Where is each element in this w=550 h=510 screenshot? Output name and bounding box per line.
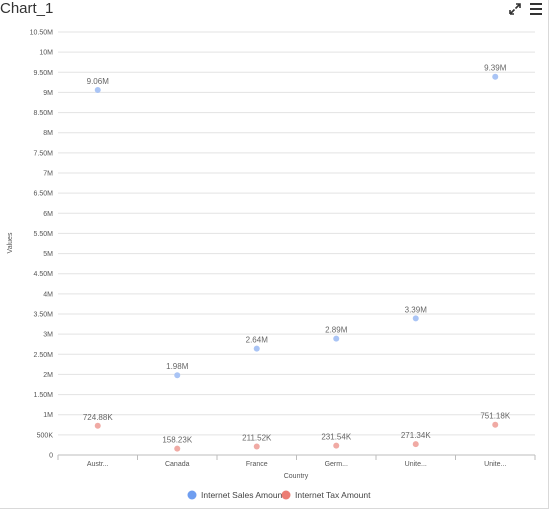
point-sales[interactable]: [333, 335, 340, 342]
y-tick-label: 5M: [43, 251, 53, 258]
legend-marker[interactable]: [281, 490, 291, 500]
point-sales[interactable]: [174, 372, 181, 379]
point-sales[interactable]: [492, 73, 499, 80]
legend-marker[interactable]: [187, 490, 197, 500]
data-label: 2.89M: [325, 326, 348, 335]
data-label: 1.98M: [166, 362, 189, 371]
point-tax[interactable]: [174, 445, 181, 452]
y-tick-label: 10.50M: [30, 30, 54, 37]
x-tick-label: Austr...: [87, 461, 109, 468]
point-tax[interactable]: [492, 421, 499, 428]
y-tick-label: 4M: [43, 291, 53, 298]
point-sales[interactable]: [94, 87, 101, 94]
legend: Internet Sales Amount Internet Tax Amount: [187, 490, 371, 500]
y-tick-label: 1M: [43, 412, 53, 419]
y-tick-label: 0: [49, 453, 53, 460]
y-tick-label: 1.50M: [34, 392, 54, 399]
y-tick-label: 7M: [43, 171, 53, 178]
x-tick-label: Canada: [165, 461, 190, 468]
y-tick-label: 3.50M: [34, 312, 54, 319]
y-tick-label: 500K: [37, 432, 54, 439]
point-sales[interactable]: [412, 315, 419, 322]
y-tick-label: 9M: [43, 90, 53, 97]
chart-title: Chart_1: [0, 0, 54, 17]
x-tick-label: Unite...: [484, 461, 506, 468]
y-tick-label: 6.50M: [34, 191, 54, 198]
data-label: 158.23K: [162, 436, 192, 445]
y-tick-label: 2M: [43, 372, 53, 379]
data-label: 724.88K: [83, 413, 113, 422]
data-label: 231.54K: [321, 433, 351, 442]
data-label: 211.52K: [242, 433, 272, 442]
y-tick-label: 3M: [43, 332, 53, 339]
legend-label[interactable]: Internet Tax Amount: [295, 490, 371, 500]
data-points: 9.06M 1.98M 2.64M 2.89M 3.39M 9.39M 724.88K 158…: [83, 64, 511, 452]
legend-label[interactable]: Internet Sales Amount: [201, 490, 285, 500]
y-tick-label: 8.50M: [34, 110, 54, 117]
y-axis-title: Values: [7, 232, 14, 253]
data-label: 3.39M: [405, 305, 428, 314]
data-label: 751.18K: [480, 412, 510, 421]
y-tick-label: 6M: [43, 211, 53, 218]
y-tick-label: 8M: [43, 130, 53, 137]
point-tax[interactable]: [412, 441, 419, 448]
y-tick-label: 5.50M: [34, 231, 54, 238]
data-label: 9.06M: [87, 77, 110, 86]
y-tick-label: 2.50M: [34, 352, 54, 359]
y-tick-label: 4.50M: [34, 271, 54, 278]
x-tick-label: Germ...: [325, 461, 348, 468]
y-tick-label: 10M: [39, 50, 53, 57]
y-tick-label: 9.50M: [34, 70, 54, 77]
point-sales[interactable]: [253, 345, 260, 352]
x-tick-label: France: [246, 461, 268, 468]
data-label: 2.64M: [246, 336, 269, 345]
point-tax[interactable]: [94, 422, 101, 429]
data-label: 271.34K: [401, 431, 431, 440]
x-axis-title: Country: [284, 473, 309, 480]
x-axis-ticks: Austr... Canada France Germ... Unite... Unite…: [57, 455, 536, 468]
data-label: 9.39M: [484, 64, 507, 73]
expand-icon[interactable]: [508, 0, 522, 18]
point-tax[interactable]: [253, 443, 260, 450]
hamburger-menu-icon[interactable]: [528, 0, 544, 18]
y-tick-label: 7.50M: [34, 150, 54, 157]
y-axis-ticks: 0 500K 1M 1.50M 2M 2.50M 3M 3.50M 4M 4.50M 5M 5.50M…: [30, 30, 54, 460]
point-tax[interactable]: [333, 442, 340, 449]
grid-lines: [58, 31, 535, 456]
x-tick-label: Unite...: [405, 461, 427, 468]
